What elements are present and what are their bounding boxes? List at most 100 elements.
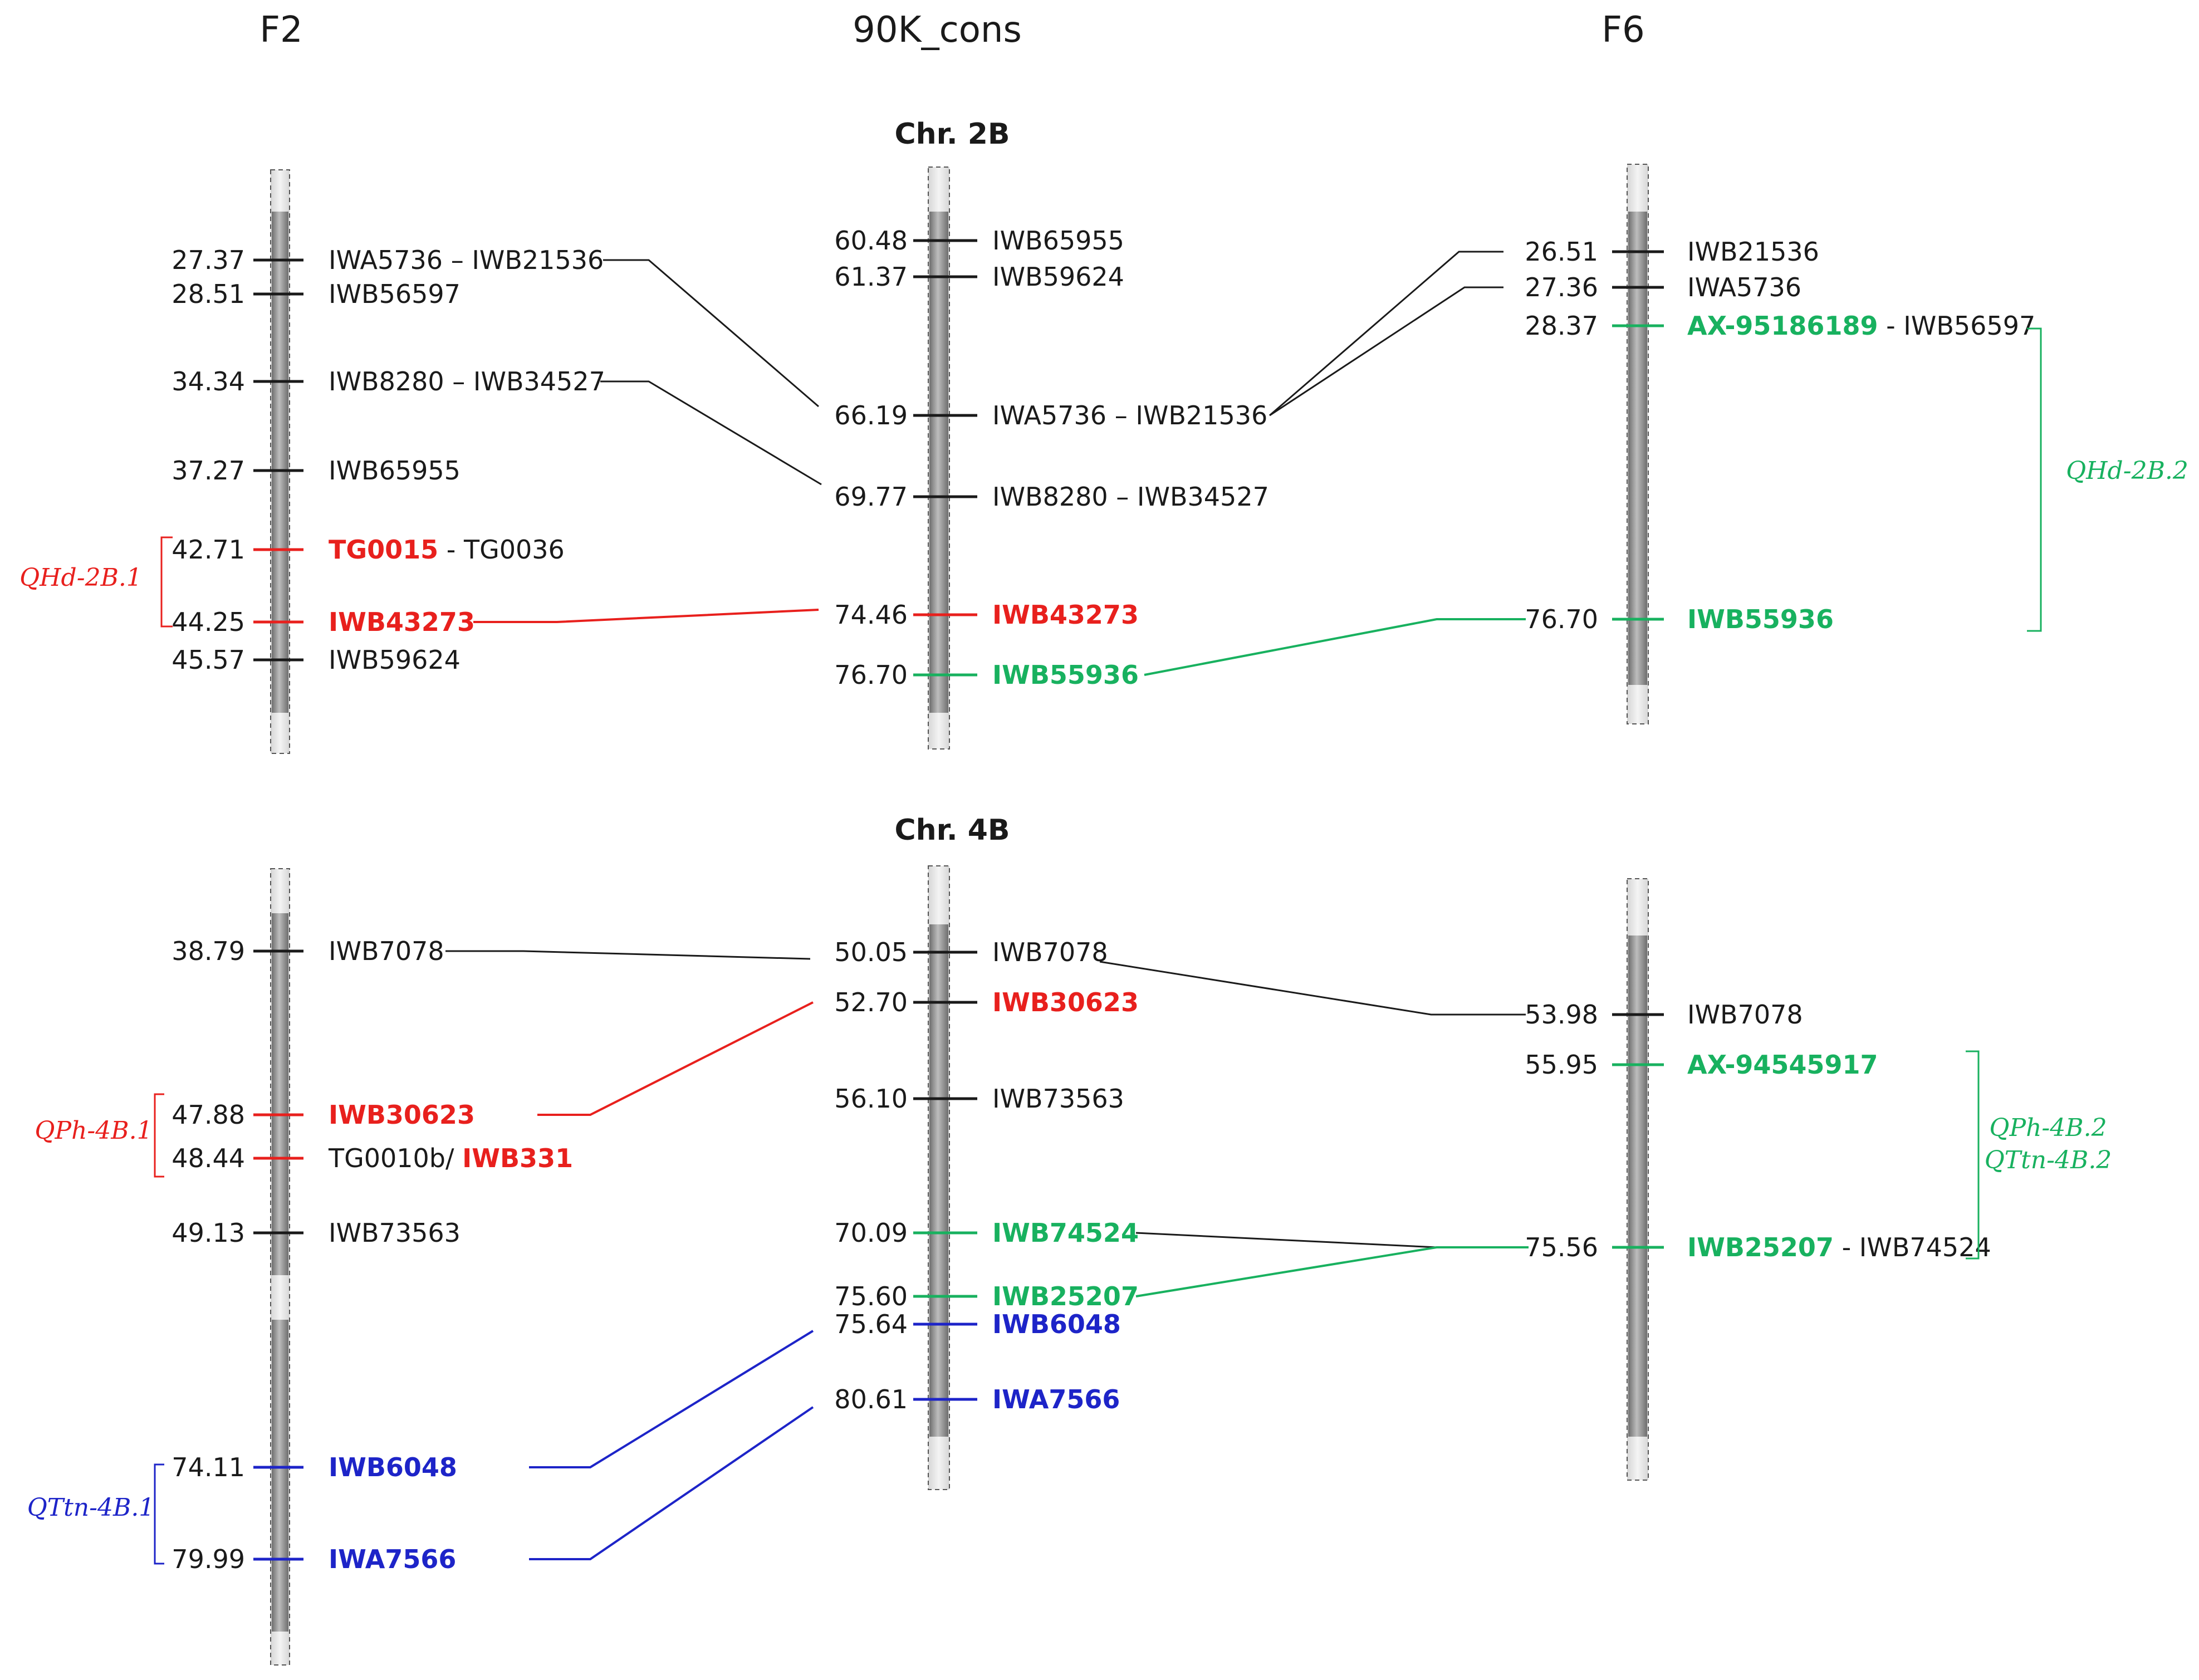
column-header-f6: F6	[1602, 9, 1645, 51]
marker-label-segment: IWB7078	[329, 936, 444, 966]
connection-line	[529, 1330, 814, 1468]
marker-f2-4b-4: 74.11 IWB6048	[172, 1452, 457, 1482]
marker-label-segment: IWA7566	[992, 1384, 1120, 1414]
marker-position: 44.25	[172, 607, 245, 637]
qtl-label: QTtn-4B.2	[1985, 1146, 2112, 1174]
marker-label-segment: IWB59624	[329, 645, 461, 675]
marker-90k-2b-0: 60.48 IWB65955	[834, 226, 1124, 256]
connection-line	[529, 1406, 814, 1560]
marker-label: IWB25207 - IWB74524	[1687, 1232, 1991, 1262]
marker-position: 75.60	[834, 1281, 908, 1311]
connection-line	[445, 950, 811, 960]
marker-position: 75.64	[834, 1309, 908, 1339]
marker-90k-4b-4: 75.60 IWB25207	[834, 1281, 1139, 1311]
connection-line	[473, 609, 819, 623]
marker-position: 74.11	[172, 1452, 245, 1482]
marker-label-segment: IWB56597	[329, 279, 461, 309]
marker-position: 34.34	[172, 366, 245, 396]
marker-label: IWB55936	[1687, 604, 1834, 634]
qtl-layer: QHd-2B.1 QHd-2B.2 QPh-4B.1 QTtn-4B.1 QPh-4B.…	[19, 327, 2188, 1565]
marker-position: 69.77	[834, 482, 908, 512]
qtl-bracket	[154, 1093, 164, 1178]
qtl-annotation-qhd-2b1: QHd-2B.1	[19, 536, 173, 628]
marker-position: 49.13	[172, 1218, 245, 1248]
marker-f2-4b-3: 49.13 IWB73563	[172, 1218, 461, 1248]
marker-f2-4b-0: 38.79 IWB7078	[172, 936, 444, 966]
marker-position: 70.09	[834, 1218, 908, 1248]
chromosome-bar-4b-f6	[1627, 878, 1649, 1481]
qtl-annotation-qph-4b1: QPh-4B.1	[35, 1093, 164, 1178]
marker-position: 28.37	[1525, 311, 1598, 341]
marker-label: IWB6048	[329, 1452, 457, 1482]
marker-f6-2b-2: 28.37 AX-95186189 - IWB56597	[1525, 311, 2035, 341]
marker-label-segment: IWB73563	[329, 1218, 461, 1248]
marker-label: IWB56597	[329, 279, 461, 309]
marker-90k-4b-2: 56.10 IWB73563	[834, 1084, 1124, 1114]
marker-90k-2b-5: 76.70 IWB55936	[834, 660, 1139, 690]
marker-position: 76.70	[834, 660, 908, 690]
qtl-label: QPh-4B.2	[1989, 1114, 2107, 1142]
marker-label-segment: IWB30623	[992, 987, 1139, 1017]
chromosome-bar-4b-90k	[928, 865, 950, 1490]
connection-line	[537, 1001, 814, 1116]
marker-label: IWB30623	[329, 1100, 475, 1130]
marker-label-segment: IWB6048	[992, 1309, 1121, 1339]
marker-f2-2b-2: 34.34 IWB8280 – IWB34527	[172, 366, 605, 396]
marker-label-segment: IWB7078	[1687, 1000, 1803, 1030]
marker-position: 66.19	[834, 400, 908, 430]
marker-label-segment: TG0010b/	[328, 1143, 462, 1173]
marker-label-segment: IWB55936	[992, 660, 1139, 690]
marker-label-segment: IWB43273	[329, 607, 475, 637]
marker-position: 38.79	[172, 936, 245, 966]
qtl-bracket	[1966, 1050, 1980, 1260]
qtl-label: QHd-2B.2	[2066, 457, 2188, 485]
marker-label: IWA5736 – IWB21536	[992, 400, 1267, 430]
marker-label-segment: IWA7566	[329, 1544, 456, 1574]
marker-position: 28.51	[172, 279, 245, 309]
marker-label-segment: IWB74524	[992, 1218, 1139, 1248]
qtl-bracket	[154, 1463, 164, 1565]
marker-label: IWB59624	[992, 262, 1124, 292]
marker-position: 42.71	[172, 535, 245, 565]
marker-label: IWB43273	[992, 600, 1139, 630]
marker-90k-4b-1: 52.70 IWB30623	[834, 987, 1139, 1017]
marker-f2-4b-1: 47.88 IWB30623	[172, 1100, 475, 1130]
marker-f2-4b-5: 79.99 IWA7566	[172, 1544, 456, 1574]
marker-label: IWB59624	[329, 645, 461, 675]
qtl-annotation-qhd-2b2: QHd-2B.2	[2027, 327, 2188, 632]
marker-f6-4b-2: 75.56 IWB25207 - IWB74524	[1525, 1232, 1991, 1262]
marker-label-segment: IWB331	[462, 1143, 573, 1173]
chromosome-title-2b: Chr. 2B	[894, 117, 1010, 151]
connection-line	[1269, 251, 1503, 417]
marker-label-segment: TG0015	[329, 535, 438, 565]
marker-label-segment: AX-95186189	[1687, 311, 1878, 341]
connection-line	[1135, 1246, 1529, 1297]
marker-90k-4b-0: 50.05 IWB7078	[834, 937, 1108, 967]
marker-label: IWA7566	[329, 1544, 456, 1574]
marker-90k-2b-3: 69.77 IWB8280 – IWB34527	[834, 482, 1269, 512]
marker-label: IWB7078	[1687, 1000, 1803, 1030]
marker-position: 55.95	[1525, 1050, 1598, 1080]
marker-90k-4b-3: 70.09 IWB74524	[834, 1218, 1139, 1248]
marker-90k-2b-4: 74.46 IWB43273	[834, 600, 1139, 630]
connection-line	[1099, 961, 1526, 1016]
connection-lines	[445, 251, 1529, 1560]
marker-label-segment: AX-94545917	[1687, 1050, 1878, 1080]
marker-position: 27.37	[172, 245, 245, 275]
marker-position: 52.70	[834, 987, 908, 1017]
connection-line	[1135, 1232, 1529, 1248]
marker-label: IWB21536	[1687, 237, 1819, 267]
marker-label-segment: IWB8280 – IWB34527	[992, 482, 1269, 512]
marker-f2-2b-5: 44.25 IWB43273	[172, 607, 475, 637]
marker-label: IWA7566	[992, 1384, 1120, 1414]
marker-label: AX-95186189 - IWB56597	[1687, 311, 2035, 341]
marker-f2-2b-1: 28.51 IWB56597	[172, 279, 461, 309]
marker-label: IWB7078	[992, 937, 1108, 967]
marker-label: IWB8280 – IWB34527	[329, 366, 605, 396]
marker-label-segment: IWB43273	[992, 600, 1139, 630]
marker-label-segment: - TG0036	[438, 535, 565, 565]
marker-label-segment: IWB65955	[329, 455, 461, 486]
qtl-bracket	[2027, 327, 2042, 632]
marker-label: IWB74524	[992, 1218, 1139, 1248]
